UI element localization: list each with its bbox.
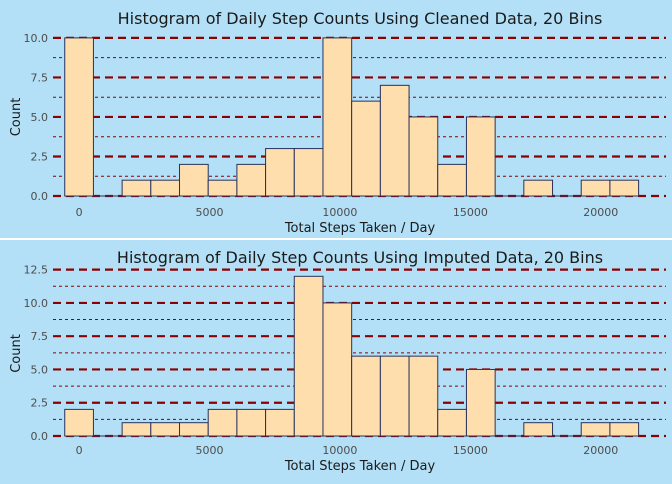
histogram-bar xyxy=(237,409,266,436)
chart-panel-2: 0.0 2.5 5.0 7.5 10.0 12.5 0 5000 10000 15000 20000… xyxy=(9,248,666,474)
histogram-bar xyxy=(208,180,237,196)
x-tick-label: 0 xyxy=(76,444,83,457)
histogram-bar xyxy=(294,149,323,196)
y-axis-label: Count xyxy=(9,334,24,373)
histogram-bar xyxy=(237,164,266,196)
histogram-bar xyxy=(438,409,467,436)
x-tick-label: 15000 xyxy=(453,444,488,457)
histogram-bar xyxy=(524,180,553,196)
histogram-bar xyxy=(151,423,180,436)
histogram-bar xyxy=(151,180,180,196)
histogram-bar xyxy=(65,409,94,436)
y-tick-label: 2.5 xyxy=(31,150,49,163)
y-tick-label: 7.5 xyxy=(31,71,49,84)
y-tick-label: 0.0 xyxy=(31,190,49,203)
histogram-bar xyxy=(122,180,151,196)
x-axis-label: Total Steps Taken / Day xyxy=(284,221,436,236)
y-tick-label: 10.0 xyxy=(24,32,49,45)
chart-title: Histogram of Daily Step Counts Using Imp… xyxy=(117,248,603,267)
histogram-bar xyxy=(65,38,94,196)
histogram-bar xyxy=(266,409,295,436)
y-tick-label: 0.0 xyxy=(31,430,49,443)
histogram-bar xyxy=(380,356,409,436)
y-tick-label: 7.5 xyxy=(31,330,49,343)
x-tick-label: 10000 xyxy=(322,206,357,219)
histogram-bar xyxy=(380,85,409,196)
chart-title: Histogram of Daily Step Counts Using Cle… xyxy=(118,9,603,28)
x-axis-label: Total Steps Taken / Day xyxy=(284,459,436,474)
histogram-bar xyxy=(466,117,495,196)
histogram-bar xyxy=(323,38,352,196)
x-tick-label: 15000 xyxy=(453,206,488,219)
histogram-bar xyxy=(323,303,352,436)
y-tick-label: 5.0 xyxy=(31,363,49,376)
y-tick-label: 2.5 xyxy=(31,397,49,410)
x-tick-label: 5000 xyxy=(196,444,224,457)
x-tick-label: 10000 xyxy=(322,444,357,457)
y-axis-label: Count xyxy=(9,98,24,137)
histogram-bar xyxy=(409,117,438,196)
histogram-bar xyxy=(581,423,610,436)
histogram-bar xyxy=(180,423,209,436)
x-tick-label: 0 xyxy=(76,206,83,219)
histogram-bar xyxy=(180,164,209,196)
histogram-bar xyxy=(610,423,639,436)
histogram-bar xyxy=(208,409,237,436)
y-tick-label: 5.0 xyxy=(31,111,49,124)
histogram-bar xyxy=(352,356,381,436)
histogram-bar xyxy=(581,180,610,196)
panel-divider xyxy=(0,238,672,240)
histogram-bar xyxy=(466,369,495,436)
histogram-bar xyxy=(294,276,323,436)
histogram-bar xyxy=(524,423,553,436)
histogram-bar xyxy=(438,164,467,196)
histogram-bar xyxy=(122,423,151,436)
histogram-bar xyxy=(266,149,295,196)
y-tick-label: 12.5 xyxy=(24,264,49,277)
histogram-bar xyxy=(409,356,438,436)
histogram-bar xyxy=(610,180,639,196)
chart-panel-1: 0.0 2.5 5.0 7.5 10.0 0 5000 10000 15000 20000 Hist… xyxy=(9,9,666,236)
x-tick-label: 5000 xyxy=(196,206,224,219)
y-tick-label: 10.0 xyxy=(24,297,49,310)
x-tick-label: 20000 xyxy=(583,206,618,219)
x-tick-label: 20000 xyxy=(583,444,618,457)
histogram-bar xyxy=(352,101,381,196)
